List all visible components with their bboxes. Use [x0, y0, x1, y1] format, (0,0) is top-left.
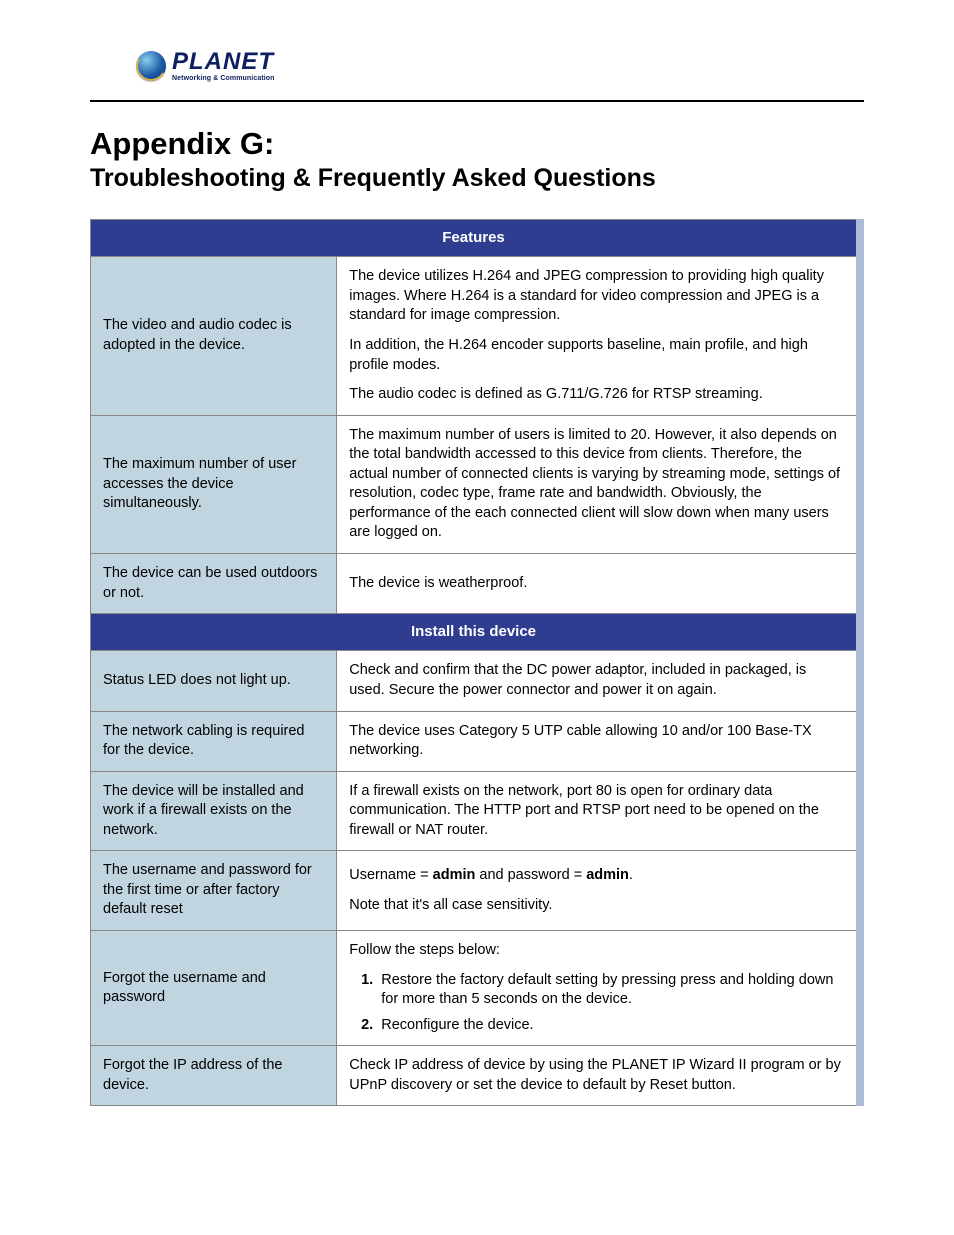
section-header: Install this device: [91, 614, 861, 651]
page-subtitle: Troubleshooting & Frequently Asked Quest…: [90, 164, 864, 193]
faq-question: The device will be installed and work if…: [91, 771, 337, 851]
faq-question: Forgot the username and password: [91, 931, 337, 1046]
faq-question: The network cabling is required for the …: [91, 711, 337, 771]
brand-logo: PLANET Networking & Communication: [136, 50, 864, 82]
faq-question: The video and audio codec is adopted in …: [91, 257, 337, 415]
table-row: Status LED does not light up.Check and c…: [91, 651, 861, 711]
faq-answer: Follow the steps below:Restore the facto…: [337, 931, 860, 1046]
faq-question: The username and password for the first …: [91, 851, 337, 931]
faq-answer: The maximum number of users is limited t…: [337, 415, 860, 553]
table-row: The device will be installed and work if…: [91, 771, 861, 851]
globe-icon: [136, 51, 166, 81]
faq-question: Status LED does not light up.: [91, 651, 337, 711]
table-row: The username and password for the first …: [91, 851, 861, 931]
page-title: Appendix G:: [90, 126, 864, 162]
section-header: Features: [91, 220, 861, 257]
table-row: The device can be used outdoors or not.T…: [91, 554, 861, 614]
faq-answer: Check IP address of device by using the …: [337, 1046, 860, 1106]
logo-tagline: Networking & Communication: [172, 75, 275, 82]
faq-answer: Check and confirm that the DC power adap…: [337, 651, 860, 711]
faq-question: Forgot the IP address of the device.: [91, 1046, 337, 1106]
faq-answer: Username = admin and password = admin.No…: [337, 851, 860, 931]
faq-answer: The device uses Category 5 UTP cable all…: [337, 711, 860, 771]
page-rule: [90, 100, 864, 102]
faq-question: The device can be used outdoors or not.: [91, 554, 337, 614]
faq-answer: The device utilizes H.264 and JPEG compr…: [337, 257, 860, 415]
logo-word: PLANET: [172, 50, 275, 74]
table-row: The maximum number of user accesses the …: [91, 415, 861, 553]
faq-answer: The device is weatherproof.: [337, 554, 860, 614]
table-row: Forgot the IP address of the device.Chec…: [91, 1046, 861, 1106]
table-row: The video and audio codec is adopted in …: [91, 257, 861, 415]
table-row: Forgot the username and passwordFollow t…: [91, 931, 861, 1046]
faq-table: FeaturesThe video and audio codec is ado…: [90, 219, 864, 1106]
faq-answer: If a firewall exists on the network, por…: [337, 771, 860, 851]
table-row: The network cabling is required for the …: [91, 711, 861, 771]
faq-question: The maximum number of user accesses the …: [91, 415, 337, 553]
